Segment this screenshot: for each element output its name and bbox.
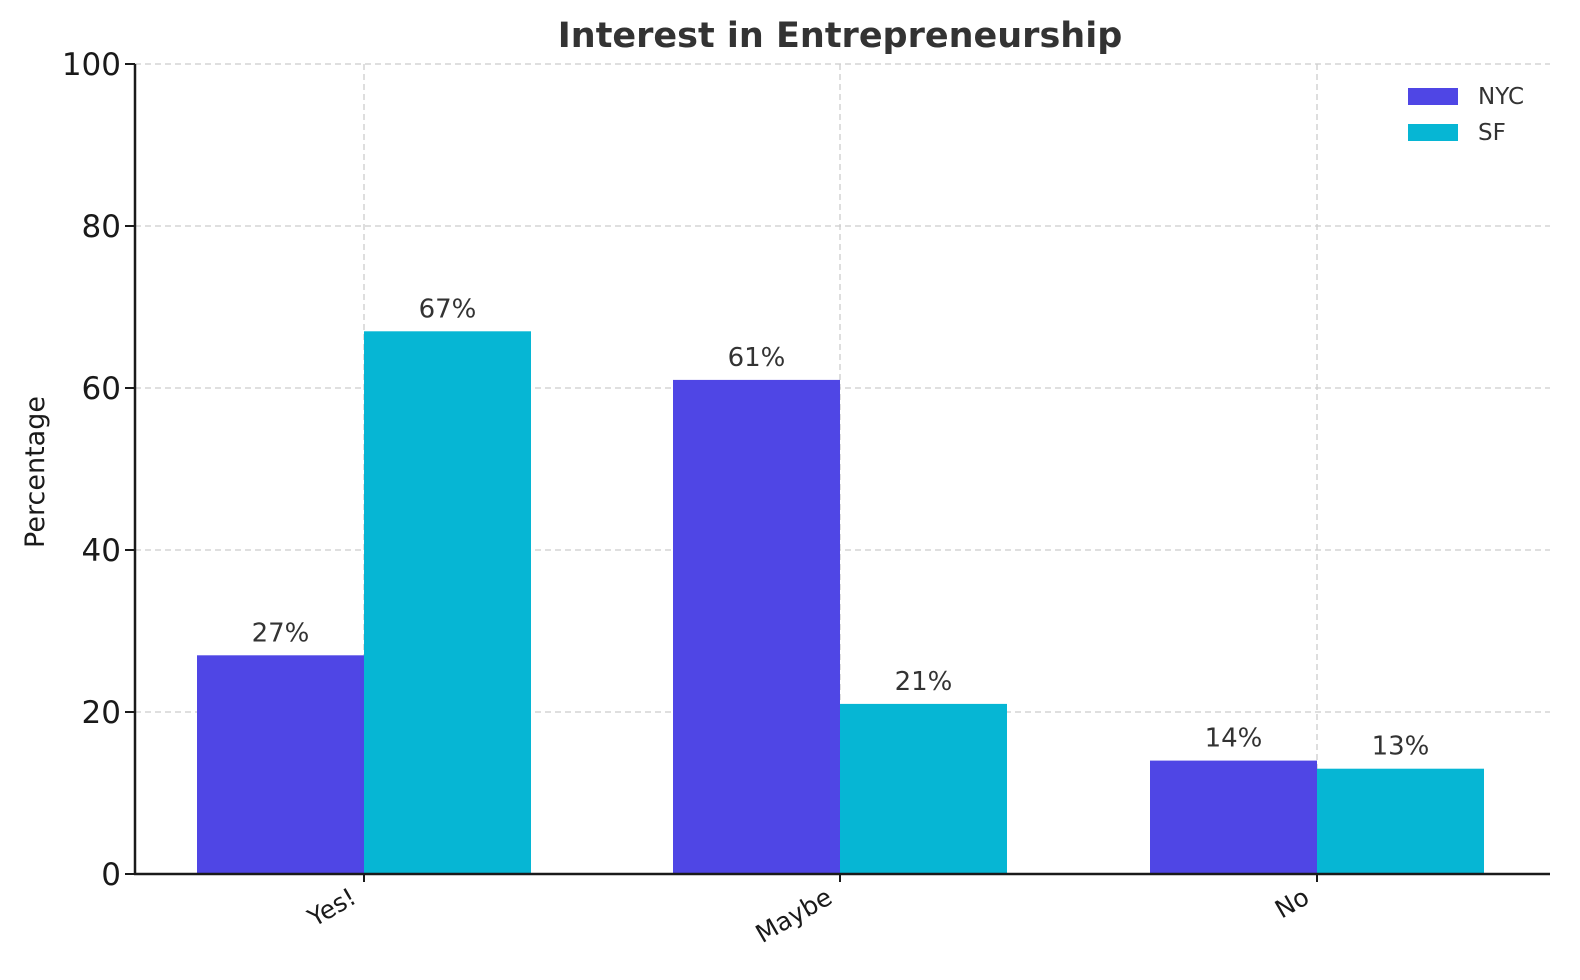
legend-label-sf: SF xyxy=(1478,120,1506,146)
y-axis-label: Percentage xyxy=(20,396,51,548)
bar-value-label: 13% xyxy=(1372,732,1430,762)
legend-label-nyc: NYC xyxy=(1478,84,1524,110)
x-tick-label: No xyxy=(1270,882,1314,924)
bar-nyc-1 xyxy=(673,379,840,874)
bar-sf-2 xyxy=(1317,768,1484,874)
bar-value-label: 21% xyxy=(895,667,953,697)
bar-value-label: 67% xyxy=(419,294,477,324)
y-tick-label: 40 xyxy=(82,533,121,569)
bar-sf-1 xyxy=(840,703,1007,874)
bar-nyc-0 xyxy=(197,655,364,874)
legend-swatch-sf xyxy=(1408,124,1458,141)
y-tick-label: 80 xyxy=(82,209,121,245)
bar-nyc-2 xyxy=(1150,760,1317,874)
bar-value-label: 27% xyxy=(252,618,310,648)
legend: NYC SF xyxy=(1408,84,1524,146)
bars xyxy=(197,331,1484,874)
y-tick-label: 0 xyxy=(101,857,121,893)
legend-swatch-nyc xyxy=(1408,88,1458,105)
y-tick-label: 100 xyxy=(62,47,121,83)
bar-sf-0 xyxy=(364,331,531,874)
bar-value-label: 14% xyxy=(1205,724,1263,754)
y-tick-label: 60 xyxy=(82,371,121,407)
x-tick-label: Maybe xyxy=(751,882,837,949)
y-tick-label: 20 xyxy=(82,695,121,731)
chart-title: Interest in Entrepreneurship xyxy=(558,16,1123,56)
bar-value-label: 61% xyxy=(728,343,786,373)
data-labels: 27% 61% 14% 67% 21% 13% xyxy=(252,294,1430,761)
x-tick-label: Yes! xyxy=(302,882,361,933)
